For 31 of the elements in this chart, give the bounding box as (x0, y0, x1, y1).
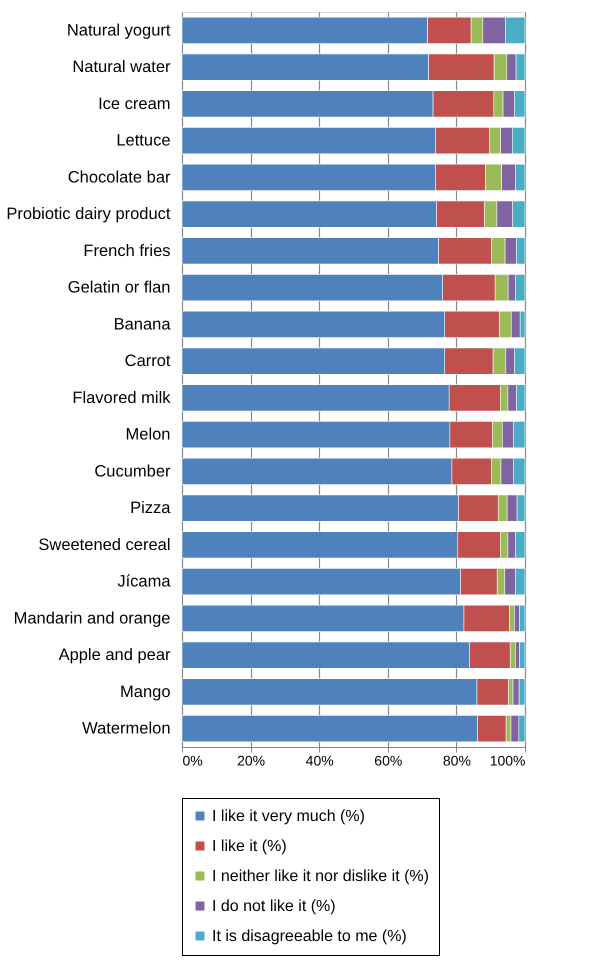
y-tick-label: French fries (83, 242, 170, 260)
y-tick-label: Gelatin or flan (68, 278, 170, 297)
y-tick-label: Chocolate bar (68, 168, 171, 186)
y-tick-label: Ice cream (98, 94, 170, 113)
y-tick-label: Mango (120, 682, 170, 701)
y-tick-label: Probiotic dairy product (6, 205, 171, 224)
legend-label: It is disagreeable to me (%) (212, 928, 407, 945)
y-tick-label: Banana (114, 315, 172, 334)
legend-label: I do not like it (%) (212, 898, 336, 915)
legend-label: I like it very much (%) (212, 808, 365, 825)
y-tick-label: Pizza (130, 499, 172, 518)
x-tick-label: 20% (237, 752, 266, 768)
legend-label: I like it (%) (212, 838, 287, 855)
x-tick-label: 0% (182, 752, 203, 768)
y-tick-label: Jícama (117, 572, 172, 591)
y-tick-label: Cucumber (94, 462, 171, 480)
y-tick-label: Lettuce (116, 132, 170, 150)
y-tick-label: Natural yogurt (66, 21, 171, 40)
y-tick-label: Natural water (72, 58, 171, 76)
y-tick-label: Flavored milk (72, 388, 172, 407)
y-tick-label: Watermelon (82, 720, 170, 738)
y-tick-label: Sweetened cereal (38, 536, 170, 554)
x-tick-label: 100% (490, 752, 526, 768)
x-tick-label: 80% (442, 752, 471, 768)
y-tick-label: Carrot (124, 352, 171, 370)
x-tick-label: 40% (306, 752, 334, 768)
x-tick-label: 60% (374, 752, 402, 768)
y-tick-label: Melon (126, 426, 170, 444)
y-tick-label: Apple and pear (58, 646, 171, 664)
y-tick-label: Mandarin and orange (14, 609, 170, 628)
legend-label: I neither like it nor dislike it (%) (212, 868, 429, 885)
